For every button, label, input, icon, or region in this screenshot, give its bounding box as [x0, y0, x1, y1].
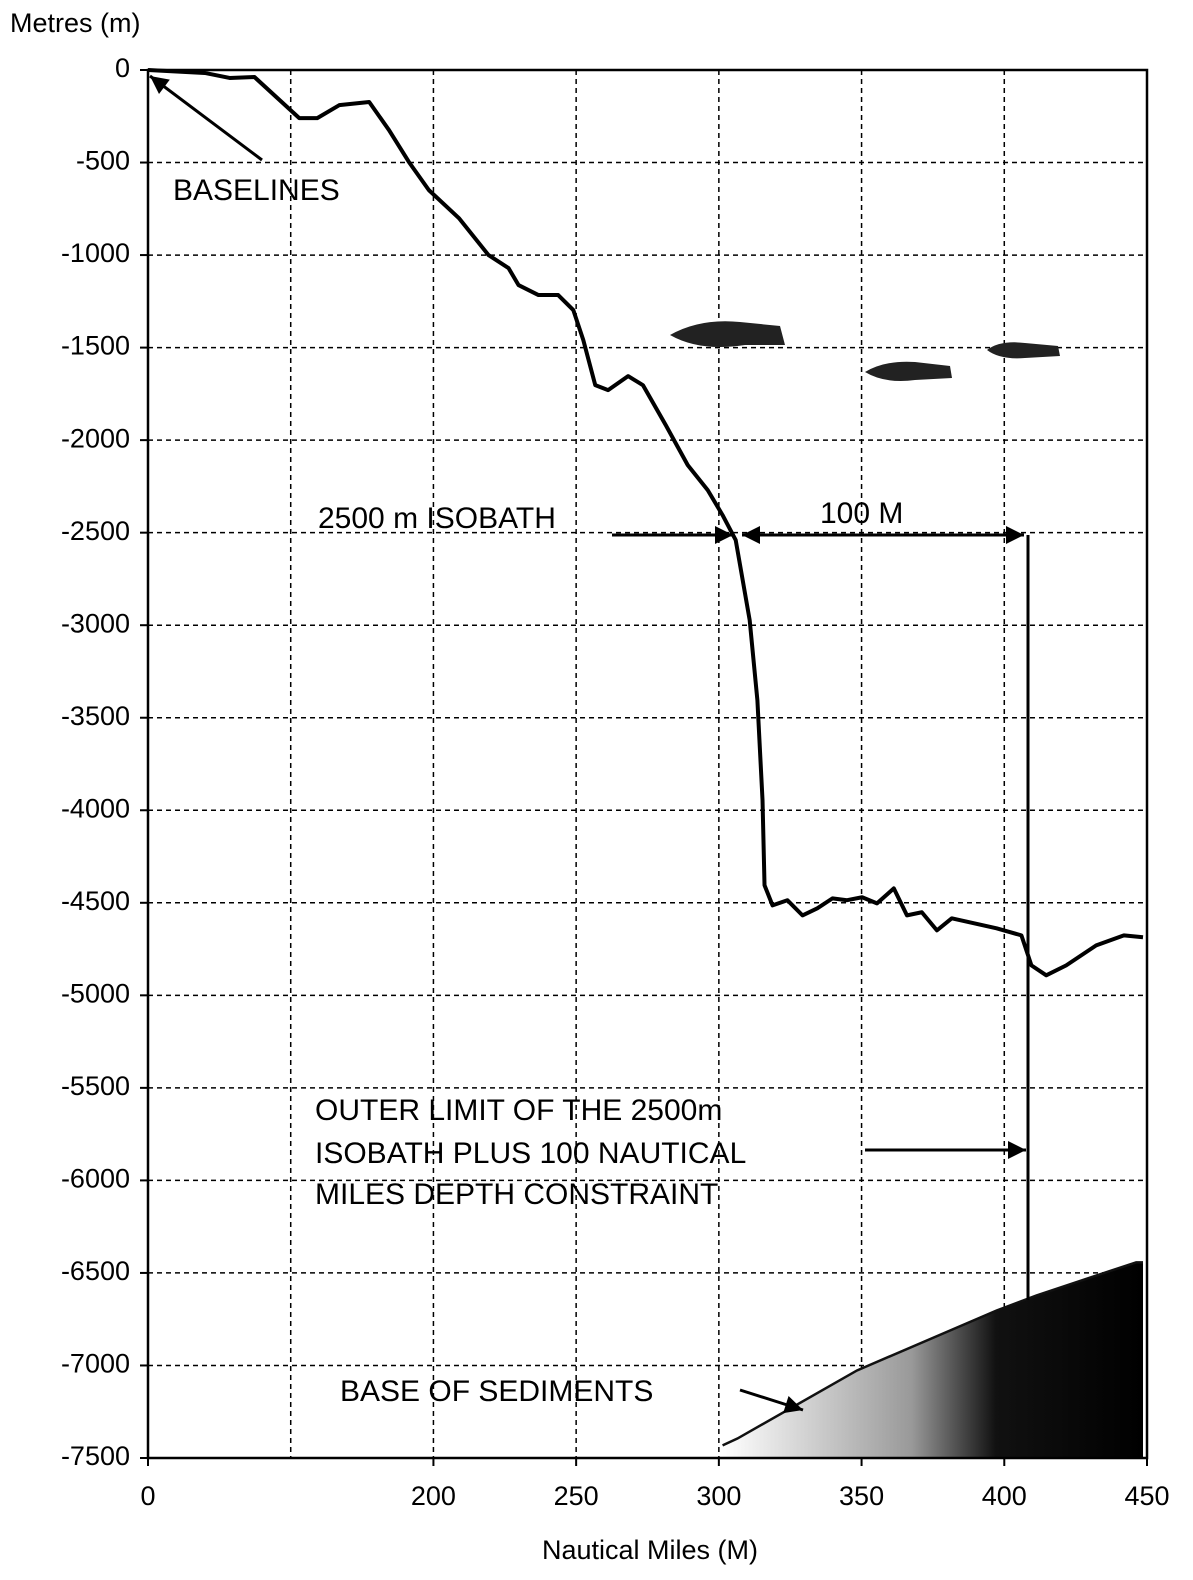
y-tick-label: -7500 [61, 1441, 130, 1471]
arrow [150, 76, 262, 160]
x-tick-label: 350 [839, 1481, 884, 1511]
x-tick-label: 400 [982, 1481, 1027, 1511]
annotation: 100 M [820, 497, 903, 530]
annotation: MILES DEPTH CONSTRAINT [315, 1178, 718, 1211]
x-tick-label: 300 [696, 1481, 741, 1511]
y-tick-label: -4500 [61, 886, 130, 916]
y-tick-label: -5500 [61, 1071, 130, 1101]
sediment-area [723, 1262, 1143, 1458]
arrow [740, 1390, 803, 1410]
y-tick-label: -1000 [61, 238, 130, 268]
x-tick-label: 250 [554, 1481, 599, 1511]
y-tick-label: -5000 [61, 978, 130, 1008]
x-tick-label: 0 [140, 1481, 155, 1511]
x-tick-label: 450 [1124, 1481, 1169, 1511]
y-axis-label: Metres (m) [10, 8, 141, 38]
fish [670, 321, 1060, 381]
y-tick-label: -2500 [61, 516, 130, 546]
annotation: OUTER LIMIT OF THE 2500m [315, 1094, 722, 1127]
annotation: BASELINES [173, 174, 340, 207]
y-tick-label: -6500 [61, 1256, 130, 1286]
y-tick-label: -3500 [61, 701, 130, 731]
plot-frame [148, 70, 1147, 1458]
x-tick-label: 200 [411, 1481, 456, 1511]
y-tick-label: -2000 [61, 423, 130, 453]
x-axis-label: Nautical Miles (M) [542, 1535, 758, 1565]
y-tick-label: -4000 [61, 793, 130, 823]
chart: Metres (m) Nautical Miles (M) 0 -500 -1000… [0, 0, 1193, 1575]
y-tick-label: -500 [76, 146, 130, 176]
y-tick-label: -3000 [61, 608, 130, 638]
y-tick-label: -6000 [61, 1164, 130, 1194]
annotation: 2500 m ISOBATH [318, 502, 556, 535]
annotation: BASE OF SEDIMENTS [340, 1375, 653, 1408]
y-tick-label: 0 [115, 53, 130, 83]
y-tick-label: -1500 [61, 331, 130, 361]
page: Metres (m) Nautical Miles (M) 0 -500 -1000… [0, 0, 1193, 1580]
y-tick-label: -7000 [61, 1349, 130, 1379]
annotation: ISOBATH PLUS 100 NAUTICAL [315, 1137, 746, 1170]
